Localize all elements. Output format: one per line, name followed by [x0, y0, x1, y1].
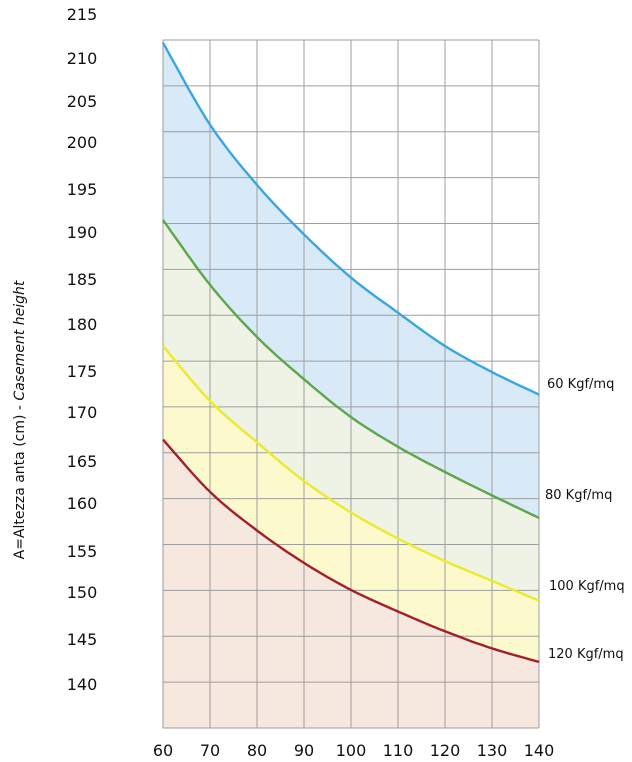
y-tick-label: 150 [67, 583, 98, 602]
x-tick-label: 90 [294, 741, 314, 760]
y-tick-label: 140 [67, 675, 98, 694]
y-tick-label: 175 [67, 362, 98, 381]
series-line-1 [161, 42, 540, 396]
y-tick-label: 170 [67, 403, 98, 422]
x-tick-label: 60 [153, 741, 173, 760]
y-axis-label-main: A=Altezza anta (cm) - [12, 401, 28, 560]
series-lines [161, 42, 540, 664]
y-axis-label-italic: Casement height [12, 280, 28, 400]
y-axis-label: A=Altezza anta (cm) - Casement height [12, 280, 28, 559]
x-tick-label: 100 [336, 741, 367, 760]
x-tick-label: 110 [383, 741, 414, 760]
x-tick-label: 120 [430, 741, 461, 760]
y-tick-label: 180 [67, 315, 98, 334]
series-label-3: 100 Kgf/mq [549, 579, 625, 594]
x-tick-label: 70 [200, 741, 220, 760]
y-tick-label: 190 [67, 223, 98, 242]
y-tick-label: 200 [67, 133, 98, 152]
y-tick-label: 215 [67, 5, 98, 24]
series-label-4: 120 Kgf/mq [548, 647, 624, 662]
y-tick-label: 145 [67, 630, 98, 649]
series-line-4 [162, 438, 540, 664]
series-line-3 [162, 345, 540, 602]
grid [162, 39, 540, 729]
y-tick-label: 210 [67, 49, 98, 68]
y-tick-label: 185 [67, 270, 98, 289]
x-tick-label: 130 [477, 741, 508, 760]
series-labels: 60 Kgf/mq 80 Kgf/mq 100 Kgf/mq 120 Kgf/mq [545, 377, 625, 662]
series-line-2 [162, 219, 540, 519]
y-tick-label: 205 [67, 92, 98, 111]
y-tick-label: 155 [67, 542, 98, 561]
y-tick-label: 195 [67, 180, 98, 199]
series-label-2: 80 Kgf/mq [545, 488, 612, 503]
x-axis-ticks: 60 70 80 90 100 110 120 130 140 [153, 741, 554, 760]
series-label-1: 60 Kgf/mq [547, 377, 614, 392]
y-tick-label: 160 [67, 494, 98, 513]
y-tick-label: 165 [67, 452, 98, 471]
x-tick-label: 80 [247, 741, 267, 760]
x-tick-label: 140 [524, 741, 555, 760]
y-axis-ticks: 215 210 205 200 195 190 185 180 175 170 165 160 155 1… [67, 5, 98, 694]
